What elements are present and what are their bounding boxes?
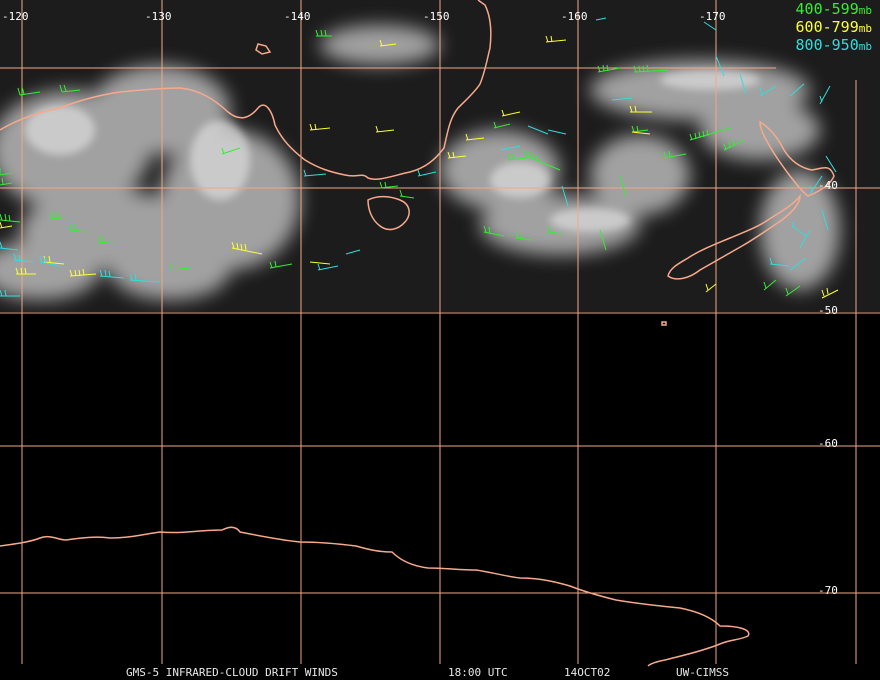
australia-coast: [0, 0, 492, 180]
footer-source: UW-CIMSS: [676, 666, 729, 679]
wind-barbs-600-799: [0, 35, 839, 299]
legend-range-600-799: 600-799: [795, 18, 859, 36]
tasmania-coast: [367, 195, 410, 231]
lon-label-150: -150: [423, 10, 450, 23]
legend: 400-599mb 600-799mb 800-950mb: [796, 1, 872, 55]
footer-time: 18:00 UTC: [448, 666, 508, 679]
legend-unit: mb: [858, 22, 872, 35]
lon-label-160: -160: [561, 10, 588, 23]
legend-item-800-950: 800-950mb: [796, 37, 872, 55]
small-island: [255, 43, 272, 55]
lat-label-40: -40: [818, 179, 838, 192]
graticule: [0, 0, 880, 664]
coastlines: [0, 0, 835, 667]
lat-label-50: -50: [818, 304, 838, 317]
legend-unit: mb: [858, 40, 872, 53]
lon-label-170: -170: [699, 10, 726, 23]
lon-label-140: -140: [284, 10, 311, 23]
lon-label-120: -120: [2, 10, 29, 23]
lon-label-130: -130: [145, 10, 172, 23]
footer-caption: GMS-5 INFRARED-CLOUD DRIFT WINDS 18:00 U…: [0, 665, 880, 680]
nz-south-island: [667, 193, 801, 280]
antarctica-coast: [0, 526, 750, 667]
legend-range-800-950: 800-950: [795, 36, 859, 54]
legend-unit: mb: [858, 4, 872, 17]
lat-label-70: -70: [818, 584, 838, 597]
footer-product: GMS-5 INFRARED-CLOUD DRIFT WINDS: [126, 666, 338, 679]
legend-item-400-599: 400-599mb: [796, 1, 872, 19]
legend-range-400-599: 400-599: [795, 0, 859, 18]
wind-barbs-800-950: [0, 17, 837, 297]
footer-date: 14OCT02: [564, 666, 611, 679]
island-dot: [661, 321, 667, 326]
lat-label-60: -60: [818, 437, 838, 450]
legend-item-600-799: 600-799mb: [796, 19, 872, 37]
wind-barbs-400-599: [0, 29, 801, 297]
